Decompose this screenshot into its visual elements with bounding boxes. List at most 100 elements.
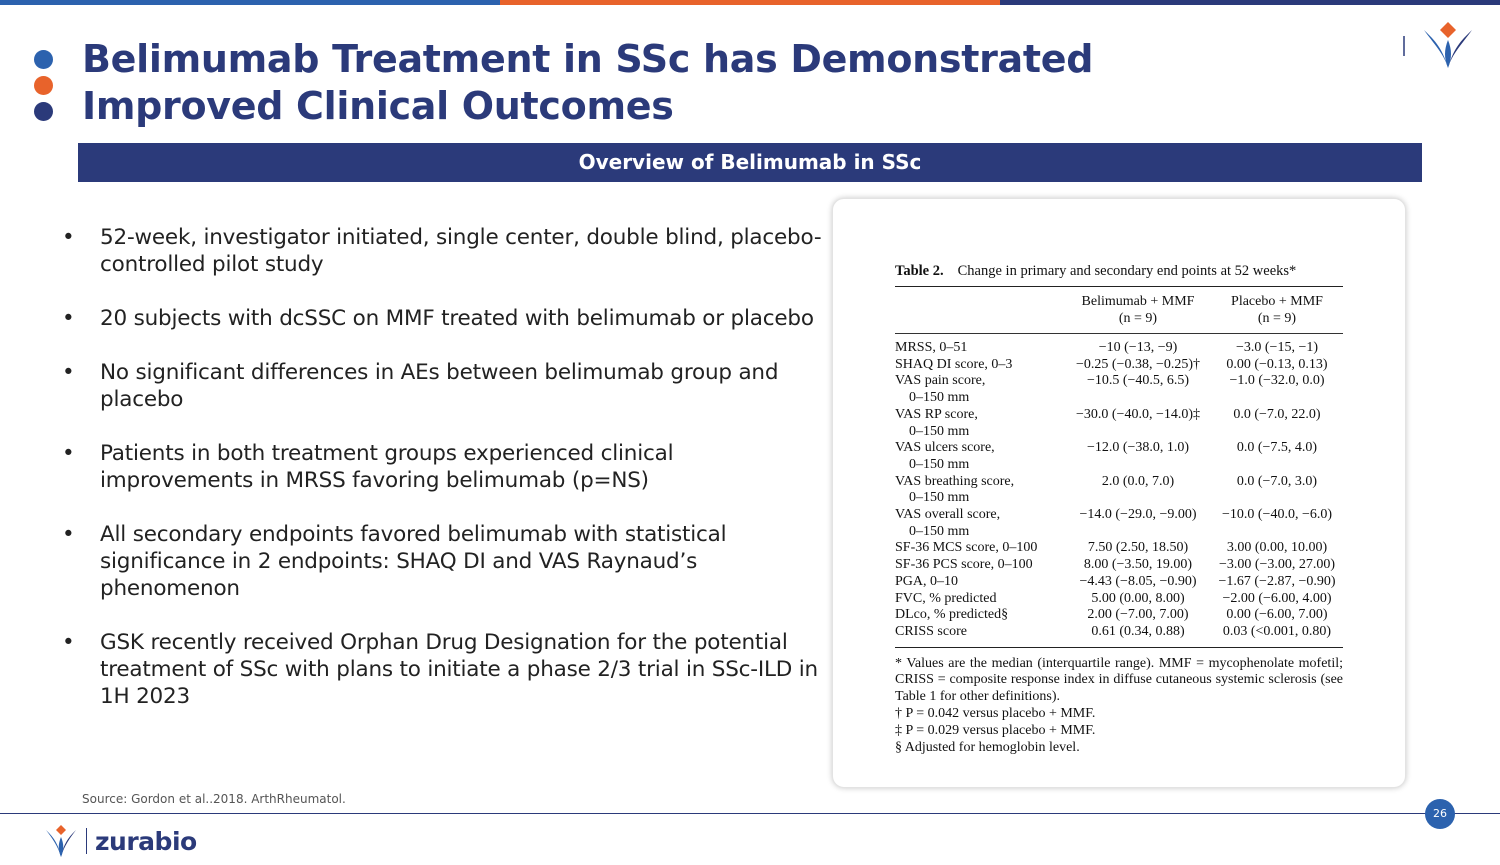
bullet-text: 52-week, investigator initiated, single …: [100, 225, 822, 277]
cell-belimumab: −10.5 (−40.5, 6.5): [1086, 373, 1190, 389]
table-label: Table 2.: [895, 263, 944, 279]
row-label: VAS breathing score,: [895, 473, 1015, 489]
bullet-text: Patients in both treatment groups experi…: [100, 441, 674, 493]
cell-placebo: [1211, 457, 1343, 474]
cell-belimumab: [1065, 390, 1211, 407]
table-rule-bottom: [895, 646, 1343, 648]
table-card: Table 2. Change in primary and secondary …: [832, 198, 1406, 788]
bullet-text: All secondary endpoints favored belimuma…: [100, 522, 727, 601]
table-row: DLco, % predicted§ 2.00 (−7.00, 7.00) 0.00…: [895, 607, 1343, 624]
table-caption-text: Change in primary and secondary end poin…: [957, 263, 1297, 279]
row-label: 0–150 mm: [909, 490, 970, 506]
row-label: 0–150 mm: [909, 523, 970, 539]
table-row: VAS RP score, −30.0 (−40.0, −14.0)‡ 0.0 (−…: [895, 407, 1343, 424]
brand-name: zurabio: [95, 826, 197, 856]
bullet-marker: •: [62, 306, 75, 331]
page-number: 26: [1425, 799, 1455, 829]
footnote-dagger: † P = 0.042 versus placebo + MMF.: [895, 706, 1096, 722]
table-row: VAS breathing score, 2.0 (0.0, 7.0) 0.0 (−…: [895, 474, 1343, 491]
cell-belimumab: −4.43 (−8.05, −0.90): [1079, 573, 1197, 589]
top-accent-blue: [0, 0, 500, 5]
table-rule-top: [895, 286, 1343, 287]
list-item: • All secondary endpoints favored belimum…: [62, 521, 832, 602]
cell-placebo: 0.03 (<0.001, 0.80): [1222, 623, 1332, 639]
table-row: 0–150 mm: [895, 424, 1343, 441]
table-rule-mid: [895, 333, 1343, 334]
footnote-section: § Adjusted for hemoglobin level.: [895, 739, 1080, 755]
cell-belimumab: 7.50 (2.50, 18.50): [1087, 540, 1189, 556]
bullet-marker: •: [62, 225, 75, 250]
bullet-marker: •: [62, 630, 75, 655]
cell-placebo: 3.00 (0.00, 10.00): [1226, 540, 1328, 556]
cell-placebo: −2.00 (−6.00, 4.00): [1222, 590, 1332, 606]
title-dots-icon: [34, 50, 56, 128]
bullet-marker: •: [62, 441, 75, 466]
footer-brand: zurabio: [44, 823, 197, 859]
top-accent-navy: [1000, 0, 1500, 5]
row-label: VAS ulcers score,: [895, 440, 995, 456]
list-item: • 52-week, investigator initiated, single…: [62, 224, 832, 278]
top-accent-bar: [0, 0, 1500, 5]
row-label: PGA, 0–10: [895, 573, 959, 589]
footnote-main: * Values are the median (interquartile r…: [895, 655, 1343, 705]
row-label: 0–150 mm: [909, 423, 970, 439]
top-accent-orange: [500, 0, 1000, 5]
table-row: VAS ulcers score, −12.0 (−38.0, 1.0) 0.0 (…: [895, 440, 1343, 457]
table-body: MRSS, 0–51 −10 (−13, −9) −3.0 (−15, −1) SHA…: [895, 334, 1343, 647]
table-row: SF-36 PCS score, 0–100 8.00 (−3.50, 19.00…: [895, 557, 1343, 574]
row-label: SF-36 MCS score, 0–100: [895, 540, 1038, 556]
table-caption: Table 2. Change in primary and secondary …: [895, 263, 1343, 280]
table-row: CRISS score 0.61 (0.34, 0.88) 0.03 (<0.001…: [895, 624, 1343, 641]
header-belimumab: Belimumab + MMF (n = 9): [1065, 293, 1211, 327]
table-row: VAS overall score, −14.0 (−29.0, −9.00) −1…: [895, 507, 1343, 524]
cell-belimumab: [1065, 424, 1211, 441]
cell-belimumab: 0.61 (0.34, 0.88): [1091, 623, 1185, 639]
cell-placebo: [1211, 424, 1343, 441]
results-table: Table 2. Change in primary and secondary …: [895, 263, 1343, 756]
cell-placebo: 0.0 (−7.0, 3.0): [1236, 473, 1318, 489]
cell-belimumab: −30.0 (−40.0, −14.0)‡: [1075, 406, 1200, 422]
row-label: VAS pain score,: [895, 373, 986, 389]
row-label: VAS overall score,: [895, 507, 1001, 523]
row-label: MRSS, 0–51: [895, 340, 968, 355]
list-item: • GSK recently received Orphan Drug Desig…: [62, 629, 832, 710]
table-row: 0–150 mm: [895, 524, 1343, 541]
header-belimumab-name: Belimumab + MMF: [1081, 294, 1195, 309]
cell-belimumab: −0.25 (−0.38, −0.25)†: [1075, 356, 1200, 372]
footer-divider: [0, 813, 1500, 814]
source-citation: Source: Gordon et al..2018. ArthRheumato…: [82, 792, 346, 806]
cell-placebo: [1211, 524, 1343, 541]
cell-placebo: 0.0 (−7.0, 22.0): [1233, 406, 1321, 422]
row-label: 0–150 mm: [909, 456, 970, 472]
cell-placebo: [1211, 390, 1343, 407]
row-label: 0–150 mm: [909, 390, 970, 406]
section-header: Overview of Belimumab in SSc: [78, 143, 1422, 182]
cell-belimumab: [1065, 490, 1211, 507]
cell-placebo: −1.67 (−2.87, −0.90): [1218, 573, 1336, 589]
cell-placebo: [1211, 490, 1343, 507]
header-placebo: Placebo + MMF (n = 9): [1211, 293, 1343, 327]
cell-belimumab: −14.0 (−29.0, −9.00): [1079, 507, 1197, 523]
bullet-text: 20 subjects with dcSSC on MMF treated wi…: [100, 306, 814, 331]
cell-placebo: −1.0 (−32.0, 0.0): [1229, 373, 1325, 389]
cell-belimumab: 2.00 (−7.00, 7.00): [1087, 607, 1189, 623]
bullet-marker: •: [62, 360, 75, 385]
bullet-text: GSK recently received Orphan Drug Design…: [100, 630, 818, 709]
list-item: • Patients in both treatment groups exper…: [62, 440, 832, 494]
row-label: SF-36 PCS score, 0–100: [895, 557, 1033, 573]
cell-belimumab: −12.0 (−38.0, 1.0): [1086, 440, 1190, 456]
row-label: SHAQ DI score, 0–3: [895, 356, 1013, 372]
brand-separator: [86, 828, 87, 854]
cell-placebo: −3.0 (−15, −1): [1235, 340, 1318, 355]
cell-placebo: −3.00 (−3.00, 27.00): [1218, 557, 1336, 573]
bullet-text: No significant differences in AEs betwee…: [100, 360, 779, 412]
cell-belimumab: [1065, 457, 1211, 474]
list-item: • 20 subjects with dcSSC on MMF treated w…: [62, 305, 832, 332]
row-label: DLco, % predicted§: [895, 607, 1009, 623]
table-row: PGA, 0–10 −4.43 (−8.05, −0.90) −1.67 (−2.8…: [895, 574, 1343, 591]
row-label: CRISS score: [895, 623, 967, 639]
cell-placebo: 0.0 (−7.5, 4.0): [1236, 440, 1318, 456]
table-row: SHAQ DI score, 0–3 −0.25 (−0.38, −0.25)† 0…: [895, 357, 1343, 374]
row-label: VAS RP score,: [895, 406, 978, 422]
cell-placebo: −10.0 (−40.0, −6.0): [1221, 507, 1332, 523]
